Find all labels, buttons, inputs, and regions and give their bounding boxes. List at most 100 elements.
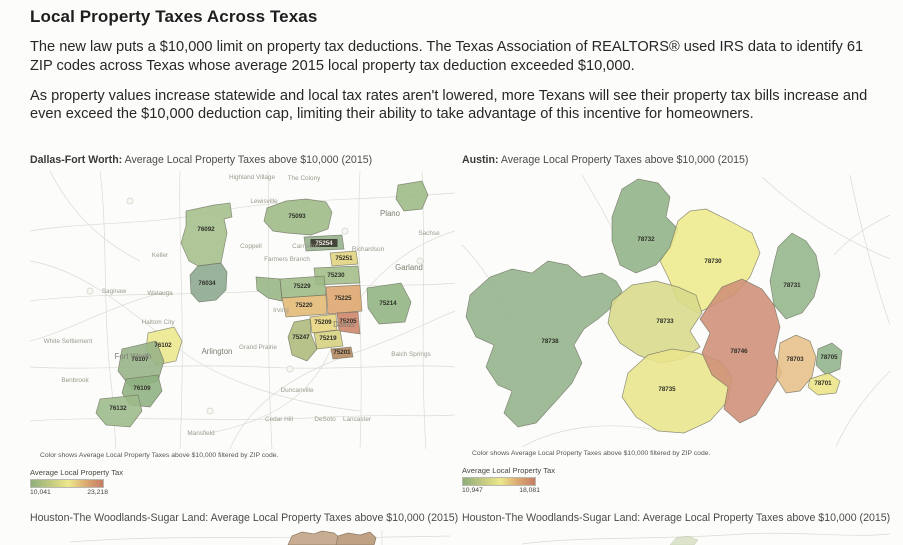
- map-caption: Color shows Average Local Property Taxes…: [472, 450, 711, 457]
- zip-label-75201: 75201: [333, 349, 351, 356]
- zip-region-78701: [807, 372, 841, 396]
- place-label-arlington: Arlington: [202, 347, 233, 356]
- zip-label-75230: 75230: [327, 272, 345, 279]
- legend-min-value: 10,041: [30, 489, 51, 496]
- legend-max-value: 18,081: [519, 487, 540, 494]
- highway-shield-icon: [86, 287, 94, 295]
- zip-region-76034: [189, 262, 228, 303]
- choropleth-map-dallas-fort-worth: 76092 76034 75093 75254 75251 75230 75229 75220…: [30, 171, 455, 449]
- place-label-haltom-city: Haltom City: [141, 319, 175, 326]
- place-label-irving: Irving: [273, 307, 289, 314]
- road-line: [421, 171, 427, 449]
- zip-region-75219: [313, 329, 344, 350]
- map-title-city: Dallas-Fort Worth:: [30, 154, 123, 166]
- zip-label-78701: 78701: [814, 380, 832, 387]
- zip-region-78738: [465, 260, 623, 428]
- choropleth-map-austin: 78738 78732 78730 78731 78733 78735 78746 78703…: [462, 175, 890, 447]
- zip-label-75225: 75225: [334, 295, 352, 302]
- color-gradient-bar: [462, 477, 536, 486]
- road-line: [833, 214, 890, 256]
- zip-label-75209: 75209: [314, 319, 332, 326]
- road-line: [209, 230, 455, 434]
- zip-label-78731: 78731: [783, 282, 801, 289]
- zip-label-76109: 76109: [133, 385, 151, 392]
- zip-label-75247: 75247: [292, 334, 310, 341]
- zip-label-76034: 76034: [198, 280, 216, 287]
- place-label-lancaster: Lancaster: [343, 416, 372, 423]
- zip-label-78732: 78732: [637, 236, 655, 243]
- map-title-description: Average Local Property Taxes above $10,0…: [640, 512, 891, 524]
- intro-paragraph-1: The new law puts a $10,000 limit on prop…: [30, 39, 864, 74]
- road-line: [30, 414, 455, 422]
- zip-region-78746: [699, 278, 783, 424]
- legend-values: 10,041 23,218: [30, 489, 108, 496]
- map-title-description: Average Local Property Taxes above $10,0…: [498, 154, 749, 166]
- zip-label-76102: 76102: [154, 342, 172, 349]
- zip-label-76092: 76092: [197, 226, 215, 233]
- zip-region-76132: [95, 394, 143, 428]
- map-title-description: Average Local Property Taxes above $10,0…: [122, 154, 373, 166]
- map-title-houston-right: Houston-The Woodlands-Sugar Land: Averag…: [462, 512, 890, 524]
- road-line: [521, 425, 663, 447]
- place-label-dallas: Dallas: [333, 320, 355, 329]
- legend-dallas-fort-worth: Average Local Property Tax 10,041 23,218: [30, 468, 455, 496]
- road-line: [267, 171, 273, 449]
- zip-label-78746: 78746: [730, 348, 748, 355]
- zip-label-75093: 75093: [288, 213, 306, 220]
- color-gradient-bar: [30, 479, 104, 488]
- legend-title: Average Local Property Tax: [462, 466, 556, 475]
- road-line: [99, 171, 117, 449]
- map-title-city: Houston-The Woodlands-Sugar Land:: [30, 512, 209, 524]
- map-title-austin: Austin: Average Local Property Taxes abo…: [462, 154, 890, 166]
- place-label-duncanville: Duncanville: [280, 387, 313, 394]
- highway-shield-icon: [126, 197, 134, 205]
- zip-label-chip: [310, 239, 338, 247]
- map-panel-dallas-fort-worth: Dallas-Fort Worth: Average Local Propert…: [30, 154, 455, 496]
- place-label-fort-worth: Fort Worth: [115, 352, 152, 361]
- road-line: [761, 176, 890, 260]
- zip-label-76107: 76107: [131, 356, 149, 363]
- place-label-balch-springs: Balch Springs: [391, 351, 430, 358]
- legend-austin: Average Local Property Tax 10,947 18,081: [462, 466, 890, 494]
- document-header: Local Property Taxes Across Texas The ne…: [30, 7, 880, 135]
- zip-region-76092: [180, 202, 233, 267]
- place-label-richardson: Richardson: [352, 246, 385, 253]
- zip-label-75219: 75219: [319, 335, 337, 342]
- zip-region-78733: [607, 280, 703, 364]
- zip-label-75254: 75254: [315, 240, 333, 247]
- intro-paragraph-2: As property values increase statewide an…: [30, 87, 868, 123]
- road-line: [30, 365, 455, 369]
- legend-min-value: 10,947: [462, 487, 483, 494]
- road-line: [30, 260, 361, 412]
- legend-values: 10,947 18,081: [462, 487, 540, 494]
- zip-label-78705: 78705: [820, 354, 838, 361]
- zip-region-75214: [366, 282, 412, 325]
- place-label-coppell: Coppell: [240, 243, 262, 250]
- place-label-farmers-branch: Farmers Branch: [264, 256, 310, 263]
- zip-label-75214: 75214: [379, 300, 397, 307]
- place-label-watauga: Watauga: [147, 290, 173, 297]
- place-label-keller: Keller: [152, 252, 169, 259]
- place-label-sachse: Sachse: [418, 230, 440, 237]
- zip-region-75201: [330, 346, 354, 360]
- houston-map-fragment-right: [521, 532, 890, 545]
- place-label-the-colony: The Colony: [288, 175, 321, 182]
- road-line: [30, 290, 171, 342]
- zip-label-78703: 78703: [786, 356, 804, 363]
- zip-label-75220: 75220: [295, 302, 313, 309]
- map-title-dallas-fort-worth: Dallas-Fort Worth: Average Local Propert…: [30, 154, 455, 166]
- zip-label-75251: 75251: [335, 255, 353, 262]
- place-label-lewisville: Lewisville: [250, 198, 278, 205]
- road-line: [229, 310, 455, 449]
- place-label-saginaw: Saginaw: [102, 288, 127, 295]
- map-title-houston-left: Houston-The Woodlands-Sugar Land: Averag…: [30, 512, 458, 524]
- highway-shield-icon: [286, 365, 294, 373]
- map-panel-austin: Austin: Average Local Property Taxes abo…: [462, 154, 890, 494]
- map-caption: Color shows Average Local Property Taxes…: [40, 452, 279, 459]
- place-label-plano: Plano: [380, 209, 401, 218]
- zip-region: [395, 180, 429, 212]
- houston-map-fragment-left: [69, 530, 451, 545]
- zip-region-78703: [775, 334, 817, 394]
- zip-label-78730: 78730: [704, 258, 722, 265]
- zip-label-75229: 75229: [293, 283, 311, 290]
